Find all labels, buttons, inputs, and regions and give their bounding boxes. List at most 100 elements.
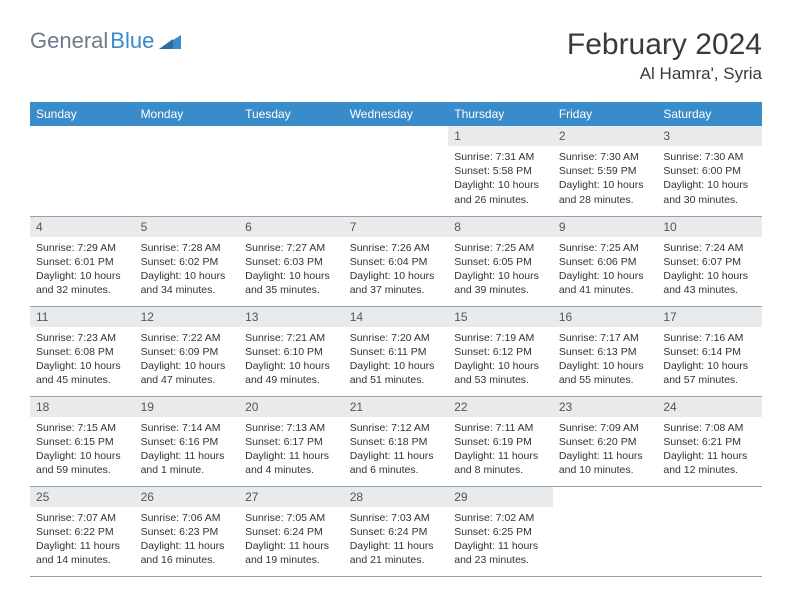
day-number: 19 [135,397,240,417]
day-number: 12 [135,307,240,327]
day-number: 25 [30,487,135,507]
daylight-text: Daylight: 10 hours and 51 minutes. [350,359,443,387]
calendar-row: 11Sunrise: 7:23 AMSunset: 6:08 PMDayligh… [30,306,762,396]
day-number: 14 [344,307,449,327]
day-number: 1 [448,126,553,146]
day-number: 10 [657,217,762,237]
daylight-text: Daylight: 10 hours and 37 minutes. [350,269,443,297]
day-number: 20 [239,397,344,417]
sunrise-text: Sunrise: 7:25 AM [454,241,547,255]
sunrise-text: Sunrise: 7:06 AM [141,511,234,525]
sunrise-text: Sunrise: 7:11 AM [454,421,547,435]
day-content: Sunrise: 7:30 AMSunset: 6:00 PMDaylight:… [657,146,762,213]
day-number: 3 [657,126,762,146]
weekday-header: Sunday [30,102,135,126]
calendar-cell-empty [135,126,240,216]
day-content: Sunrise: 7:23 AMSunset: 6:08 PMDaylight:… [30,327,135,394]
day-content: Sunrise: 7:02 AMSunset: 6:25 PMDaylight:… [448,507,553,574]
calendar-head: SundayMondayTuesdayWednesdayThursdayFrid… [30,102,762,126]
day-content: Sunrise: 7:25 AMSunset: 6:06 PMDaylight:… [553,237,658,304]
daylight-text: Daylight: 10 hours and 35 minutes. [245,269,338,297]
calendar-cell: 10Sunrise: 7:24 AMSunset: 6:07 PMDayligh… [657,216,762,306]
day-content: Sunrise: 7:17 AMSunset: 6:13 PMDaylight:… [553,327,658,394]
calendar-cell: 16Sunrise: 7:17 AMSunset: 6:13 PMDayligh… [553,306,658,396]
day-number: 24 [657,397,762,417]
calendar-cell: 13Sunrise: 7:21 AMSunset: 6:10 PMDayligh… [239,306,344,396]
sunrise-text: Sunrise: 7:27 AM [245,241,338,255]
calendar-cell: 11Sunrise: 7:23 AMSunset: 6:08 PMDayligh… [30,306,135,396]
sunrise-text: Sunrise: 7:23 AM [36,331,129,345]
month-title: February 2024 [567,28,762,62]
day-content: Sunrise: 7:03 AMSunset: 6:24 PMDaylight:… [344,507,449,574]
daylight-text: Daylight: 11 hours and 12 minutes. [663,449,756,477]
day-number: 11 [30,307,135,327]
day-content: Sunrise: 7:20 AMSunset: 6:11 PMDaylight:… [344,327,449,394]
sunrise-text: Sunrise: 7:09 AM [559,421,652,435]
calendar-row: 4Sunrise: 7:29 AMSunset: 6:01 PMDaylight… [30,216,762,306]
weekday-header: Wednesday [344,102,449,126]
sunset-text: Sunset: 6:22 PM [36,525,129,539]
calendar-cell: 29Sunrise: 7:02 AMSunset: 6:25 PMDayligh… [448,486,553,576]
day-content: Sunrise: 7:28 AMSunset: 6:02 PMDaylight:… [135,237,240,304]
daylight-text: Daylight: 10 hours and 28 minutes. [559,178,652,206]
day-content: Sunrise: 7:06 AMSunset: 6:23 PMDaylight:… [135,507,240,574]
calendar-cell-empty [344,126,449,216]
daylight-text: Daylight: 10 hours and 34 minutes. [141,269,234,297]
day-number: 4 [30,217,135,237]
sunset-text: Sunset: 6:06 PM [559,255,652,269]
sunset-text: Sunset: 6:24 PM [245,525,338,539]
sunset-text: Sunset: 6:11 PM [350,345,443,359]
calendar-cell: 24Sunrise: 7:08 AMSunset: 6:21 PMDayligh… [657,396,762,486]
sunset-text: Sunset: 6:07 PM [663,255,756,269]
calendar-cell-empty [657,486,762,576]
sunset-text: Sunset: 6:24 PM [350,525,443,539]
day-content: Sunrise: 7:26 AMSunset: 6:04 PMDaylight:… [344,237,449,304]
calendar-row: 25Sunrise: 7:07 AMSunset: 6:22 PMDayligh… [30,486,762,576]
daylight-text: Daylight: 11 hours and 6 minutes. [350,449,443,477]
sunset-text: Sunset: 6:01 PM [36,255,129,269]
daylight-text: Daylight: 10 hours and 45 minutes. [36,359,129,387]
sunset-text: Sunset: 6:12 PM [454,345,547,359]
daylight-text: Daylight: 10 hours and 47 minutes. [141,359,234,387]
day-content: Sunrise: 7:22 AMSunset: 6:09 PMDaylight:… [135,327,240,394]
daylight-text: Daylight: 10 hours and 41 minutes. [559,269,652,297]
calendar-cell-empty [553,486,658,576]
daylight-text: Daylight: 11 hours and 16 minutes. [141,539,234,567]
calendar-cell: 26Sunrise: 7:06 AMSunset: 6:23 PMDayligh… [135,486,240,576]
calendar-cell: 14Sunrise: 7:20 AMSunset: 6:11 PMDayligh… [344,306,449,396]
sunrise-text: Sunrise: 7:21 AM [245,331,338,345]
day-number: 18 [30,397,135,417]
calendar-cell: 5Sunrise: 7:28 AMSunset: 6:02 PMDaylight… [135,216,240,306]
calendar-row: 1Sunrise: 7:31 AMSunset: 5:58 PMDaylight… [30,126,762,216]
sunrise-text: Sunrise: 7:30 AM [663,150,756,164]
day-content: Sunrise: 7:07 AMSunset: 6:22 PMDaylight:… [30,507,135,574]
logo: GeneralBlue [30,28,181,54]
sunset-text: Sunset: 6:18 PM [350,435,443,449]
sunset-text: Sunset: 6:13 PM [559,345,652,359]
weekday-header: Friday [553,102,658,126]
sunrise-text: Sunrise: 7:20 AM [350,331,443,345]
sunset-text: Sunset: 6:16 PM [141,435,234,449]
calendar-cell: 2Sunrise: 7:30 AMSunset: 5:59 PMDaylight… [553,126,658,216]
calendar-cell: 18Sunrise: 7:15 AMSunset: 6:15 PMDayligh… [30,396,135,486]
calendar-cell: 4Sunrise: 7:29 AMSunset: 6:01 PMDaylight… [30,216,135,306]
calendar-cell-empty [239,126,344,216]
day-number: 17 [657,307,762,327]
day-content: Sunrise: 7:29 AMSunset: 6:01 PMDaylight:… [30,237,135,304]
day-content: Sunrise: 7:31 AMSunset: 5:58 PMDaylight:… [448,146,553,213]
daylight-text: Daylight: 11 hours and 21 minutes. [350,539,443,567]
sunset-text: Sunset: 6:08 PM [36,345,129,359]
day-content: Sunrise: 7:19 AMSunset: 6:12 PMDaylight:… [448,327,553,394]
sunset-text: Sunset: 6:25 PM [454,525,547,539]
calendar-cell: 9Sunrise: 7:25 AMSunset: 6:06 PMDaylight… [553,216,658,306]
calendar-cell: 28Sunrise: 7:03 AMSunset: 6:24 PMDayligh… [344,486,449,576]
calendar-cell-empty [30,126,135,216]
day-content: Sunrise: 7:11 AMSunset: 6:19 PMDaylight:… [448,417,553,484]
daylight-text: Daylight: 10 hours and 43 minutes. [663,269,756,297]
day-content: Sunrise: 7:30 AMSunset: 5:59 PMDaylight:… [553,146,658,213]
daylight-text: Daylight: 10 hours and 30 minutes. [663,178,756,206]
calendar-cell: 3Sunrise: 7:30 AMSunset: 6:00 PMDaylight… [657,126,762,216]
sunset-text: Sunset: 6:15 PM [36,435,129,449]
day-number: 8 [448,217,553,237]
calendar-cell: 1Sunrise: 7:31 AMSunset: 5:58 PMDaylight… [448,126,553,216]
